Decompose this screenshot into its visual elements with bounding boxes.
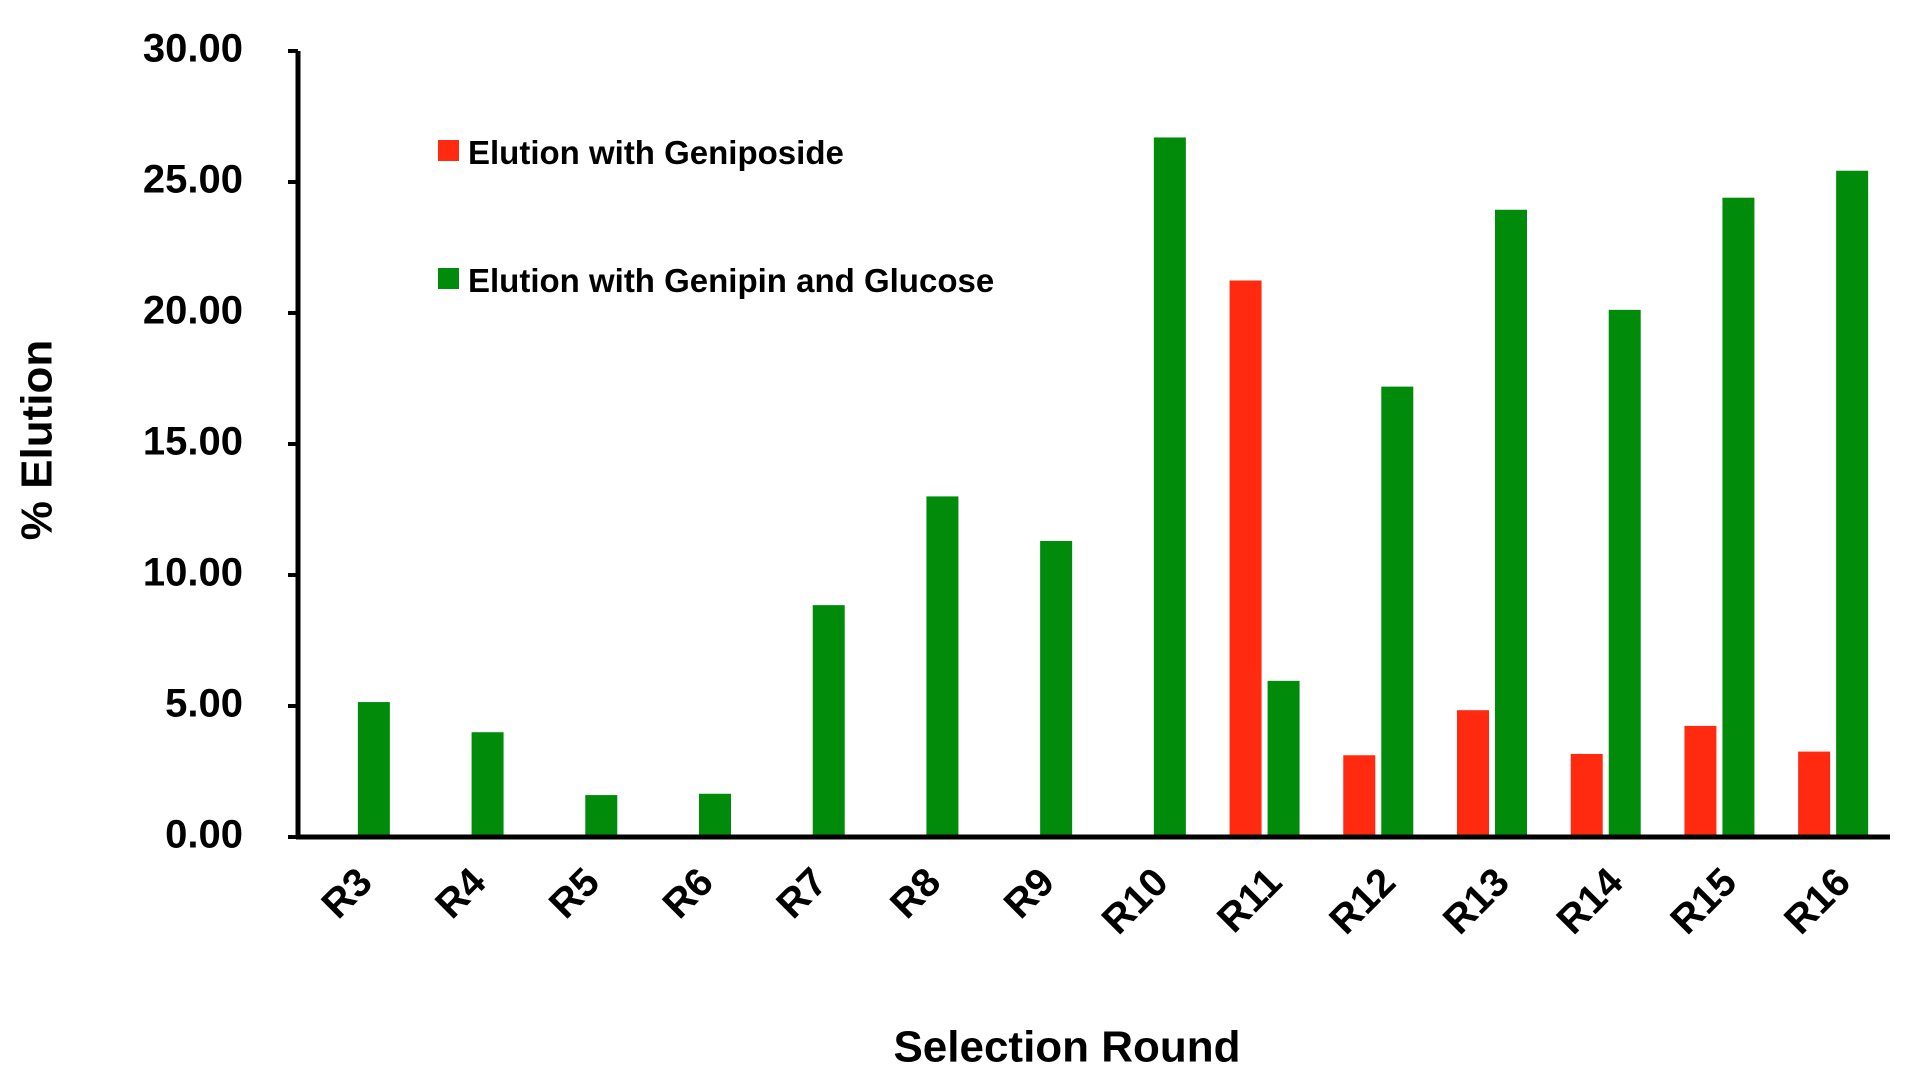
legend-swatch	[438, 140, 459, 161]
bar	[471, 732, 504, 837]
x-tick-label: R4	[427, 859, 495, 927]
x-tick-label: R7	[768, 860, 835, 927]
y-tick-label: 30.00	[143, 27, 243, 71]
bar	[1229, 280, 1262, 838]
bar	[1267, 680, 1300, 837]
bar	[1343, 755, 1376, 837]
x-tick-label: R12	[1321, 860, 1404, 943]
x-tick-label: R13	[1435, 860, 1518, 943]
x-tick-label: R11	[1209, 860, 1290, 941]
bar	[1722, 197, 1755, 838]
bar	[1495, 209, 1527, 838]
legend-label: Elution with Geniposide	[468, 134, 844, 171]
x-tick-label: R15	[1662, 860, 1745, 943]
bar	[1570, 753, 1603, 837]
legend-entry: Elution with Genipin and Glucose	[468, 262, 995, 299]
y-tick-label: 20.00	[143, 289, 243, 333]
x-tick-label: R5	[541, 860, 608, 927]
bar	[1457, 710, 1489, 837]
legend-entry: Elution with Geniposide	[468, 134, 844, 171]
y-tick-label: 0.00	[165, 813, 243, 857]
legend-swatch	[438, 268, 459, 289]
x-axis-title: Selection Round	[893, 1023, 1240, 1072]
y-axis-title: % Elution	[13, 340, 62, 540]
legend-label: Elution with Genipin and Glucose	[468, 262, 995, 299]
x-tick-label: R9	[996, 860, 1063, 927]
bar	[1836, 170, 1869, 837]
x-tick-label: R10	[1094, 860, 1177, 943]
bar	[585, 795, 618, 837]
x-tick-label: R6	[655, 860, 722, 927]
x-tick-label: R3	[313, 860, 380, 927]
bar	[357, 702, 390, 837]
x-tick-label: R14	[1549, 859, 1633, 943]
bar	[1381, 386, 1414, 837]
bar	[1684, 725, 1717, 837]
bar	[699, 793, 731, 837]
bar	[1153, 137, 1186, 837]
x-tick-label: R16	[1776, 860, 1859, 943]
bar	[1798, 751, 1831, 837]
bar	[812, 605, 845, 837]
y-tick-label: 25.00	[143, 158, 243, 202]
y-tick-label: 5.00	[165, 682, 243, 726]
y-tick-label: 15.00	[143, 420, 243, 464]
bar	[926, 496, 959, 837]
y-tick-label: 10.00	[143, 551, 243, 595]
bar	[1040, 540, 1073, 837]
x-tick-label: R8	[882, 860, 949, 927]
bar	[1608, 309, 1641, 838]
